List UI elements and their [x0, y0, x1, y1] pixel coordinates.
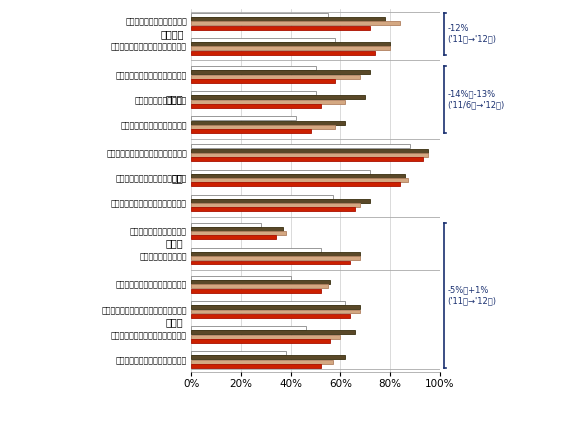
Bar	[191, 276, 291, 280]
Bar	[191, 223, 261, 227]
Bar	[191, 280, 331, 284]
Bar	[191, 364, 321, 368]
Bar	[191, 174, 405, 178]
Bar	[191, 248, 321, 252]
Bar	[191, 194, 333, 198]
Bar	[191, 207, 356, 211]
Bar	[191, 227, 283, 231]
Bar	[191, 301, 346, 305]
Text: -5%～+1%
('11夏→'12夏): -5%～+1% ('11夏→'12夏)	[448, 285, 497, 306]
Text: 照明: 照明	[172, 173, 184, 183]
Bar	[191, 284, 328, 289]
Bar	[191, 129, 310, 133]
Bar	[191, 252, 360, 256]
Bar	[191, 305, 360, 309]
Bar	[191, 51, 375, 55]
Bar	[191, 79, 335, 83]
Bar	[191, 203, 360, 207]
Bar	[191, 330, 356, 334]
Bar	[191, 351, 285, 355]
Bar	[191, 17, 385, 21]
Bar	[191, 144, 410, 148]
Bar	[191, 231, 285, 235]
Bar	[191, 182, 400, 186]
Bar	[191, 326, 306, 330]
Text: 冷蔵庫: 冷蔵庫	[166, 95, 184, 104]
Bar	[191, 236, 276, 239]
Bar	[191, 91, 316, 95]
Text: -12%
('11夏→'12夏): -12% ('11夏→'12夏)	[448, 24, 497, 44]
Bar	[191, 116, 296, 120]
Bar	[191, 355, 346, 359]
Bar	[191, 153, 427, 157]
Bar	[191, 66, 316, 70]
Bar	[191, 339, 331, 343]
Bar	[191, 314, 350, 318]
Bar	[191, 100, 346, 103]
Bar	[191, 22, 400, 26]
Bar	[191, 178, 408, 182]
Bar	[191, 261, 350, 264]
Bar	[191, 75, 360, 78]
Bar	[191, 256, 360, 260]
Bar	[191, 70, 371, 74]
Bar	[191, 310, 360, 314]
Bar	[191, 26, 371, 30]
Bar	[191, 121, 346, 125]
Bar	[191, 199, 371, 203]
Bar	[191, 38, 335, 42]
Bar	[191, 13, 328, 17]
Bar	[191, 149, 427, 153]
Bar	[191, 42, 390, 46]
Text: テレビ: テレビ	[166, 239, 184, 249]
Text: エアコン: エアコン	[160, 29, 184, 39]
Text: その他: その他	[166, 317, 184, 327]
Bar	[191, 289, 321, 293]
Bar	[191, 47, 390, 51]
Bar	[191, 125, 335, 129]
Bar	[191, 360, 333, 364]
Text: -14%～-13%
('11/6月→'12夏): -14%～-13% ('11/6月→'12夏)	[448, 90, 505, 110]
Bar	[191, 169, 371, 173]
Bar	[191, 157, 423, 161]
Bar	[191, 95, 365, 99]
Bar	[191, 335, 340, 339]
Bar	[191, 104, 321, 108]
